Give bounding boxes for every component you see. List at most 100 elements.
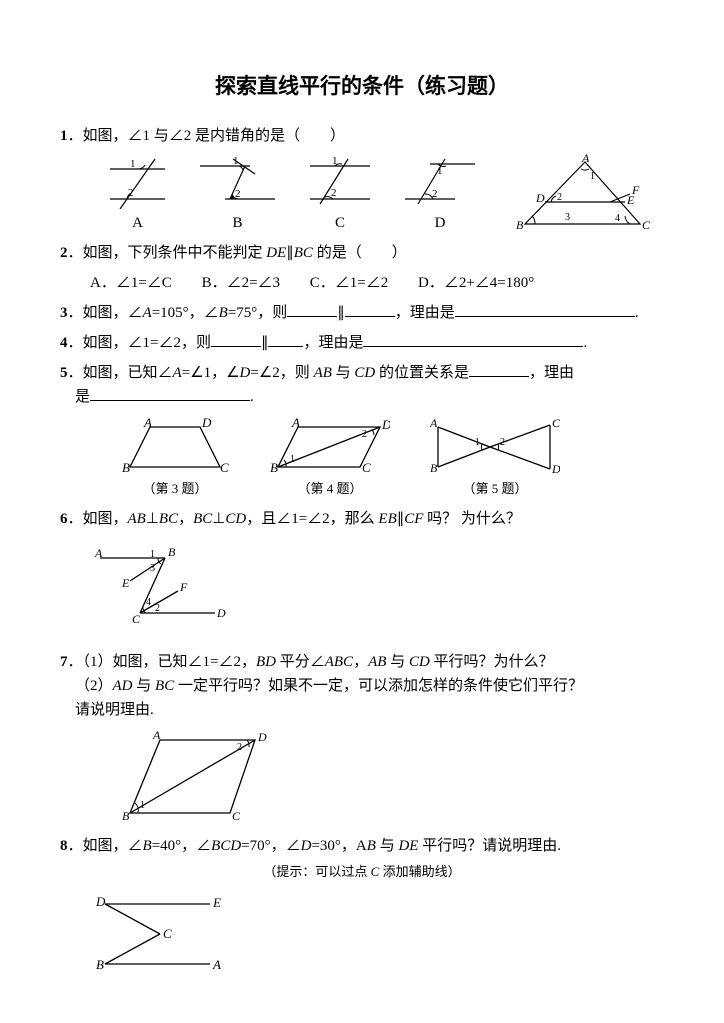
q7-t1: ．（1）如图，已知∠1=∠2，	[68, 654, 256, 670]
q8-DE: DE	[398, 838, 418, 854]
q1-fig-d: 1 2 D	[400, 154, 480, 235]
q8-t5: 与	[376, 838, 399, 854]
q8-t2: =40°，∠	[152, 838, 211, 854]
q7-t5: 平行吗？为什么？	[430, 654, 554, 670]
q7-t4: 与	[386, 654, 409, 670]
q8-B: B	[143, 838, 152, 854]
q2-figure: A B C D E F 1 2 3 4	[510, 154, 650, 234]
q6-BC2: BC	[193, 511, 212, 527]
q2-num: 2	[60, 245, 68, 261]
q2-opt-c: C．∠1=∠2	[310, 271, 388, 295]
q1-text: ．如图，∠1 与∠2 是内错角的是（ ）	[68, 128, 346, 144]
svg-text:1: 1	[475, 437, 480, 448]
svg-text:B: B	[122, 460, 130, 475]
q6-num: 6	[60, 511, 68, 527]
q6-t2: ，	[178, 511, 193, 527]
q5-t4: 与	[332, 365, 355, 381]
q5-A: A	[173, 365, 182, 381]
svg-text:1: 1	[233, 155, 239, 167]
svg-text:2: 2	[557, 192, 562, 203]
svg-text:1: 1	[130, 158, 136, 170]
q1-label-c: C	[300, 211, 380, 235]
q5-t1: ．如图，已知∠	[68, 365, 173, 381]
svg-text:A: A	[94, 546, 103, 560]
caption-q5: （第 5 题）	[430, 479, 560, 500]
q3-blank3[interactable]	[455, 301, 635, 317]
svg-text:D: D	[216, 606, 226, 620]
svg-text:D: D	[381, 417, 390, 432]
q6-CF: CF	[404, 511, 423, 527]
q1-label-b: B	[195, 211, 280, 235]
q7-ABC: ABC	[325, 654, 353, 670]
q5-t3: =∠2，则	[250, 365, 313, 381]
question-3: 3．如图，∠A=105°，∠B=75°，则∥，理由是.	[60, 301, 664, 325]
fig-q5: A B C D 1 2 （第 5 题）	[430, 417, 560, 500]
q8-hint1: （提示：可以过点	[263, 864, 370, 879]
q7-t3: ，	[353, 654, 368, 670]
caption-q3: （第 3 题）	[120, 479, 230, 500]
figs-345: A D B C （第 3 题） A D B C 1 2 （第 4 题）	[120, 417, 664, 500]
q4-blank2[interactable]	[268, 331, 303, 347]
svg-text:D: D	[201, 417, 212, 430]
q5-blank2[interactable]	[90, 385, 250, 401]
q5-t7: 是	[75, 389, 90, 405]
question-1: 1．如图，∠1 与∠2 是内错角的是（ ）	[60, 124, 664, 148]
q4-blank1[interactable]	[211, 331, 261, 347]
q7-AD: AD	[113, 678, 133, 694]
svg-text:C: C	[232, 809, 241, 823]
q1-num: 1	[60, 128, 68, 144]
q7-BC: BC	[155, 678, 174, 694]
q1-figures-row: 1 2 A 1 2 B	[100, 154, 664, 235]
q4-blank3[interactable]	[363, 331, 583, 347]
q7-l2a: （2）	[75, 678, 113, 694]
q8-BCD: BCD	[211, 838, 241, 854]
svg-text:C: C	[642, 218, 650, 232]
svg-text:C: C	[163, 926, 172, 941]
q7-l3: 请说明理由.	[75, 702, 154, 718]
question-2: 2．如图，下列条件中不能判定 DE∥BC 的是（ ）	[60, 241, 664, 265]
svg-text:A: A	[212, 957, 221, 972]
q6-t3: ，且∠1=∠2，那么	[246, 511, 378, 527]
q6-CD: CD	[225, 511, 246, 527]
svg-text:A: A	[152, 728, 161, 742]
q3-num: 3	[60, 305, 68, 321]
q5-t2: =∠1，∠	[182, 365, 240, 381]
svg-text:D: D	[257, 730, 267, 744]
q3-B: B	[219, 305, 228, 321]
svg-text:4: 4	[146, 597, 151, 608]
svg-text:A: A	[430, 417, 438, 430]
q4-t2: ，理由是	[303, 335, 363, 351]
fig-q6: A B C D E F 1 3 4 2	[90, 543, 664, 638]
q5-num: 5	[60, 365, 68, 381]
svg-text:3: 3	[150, 563, 155, 574]
fig-q4: A D B C 1 2 （第 4 题）	[270, 417, 390, 500]
q3-par: ∥	[337, 305, 345, 321]
q3-t1: ．如图，∠	[68, 305, 143, 321]
q4-t1: ．如图，∠1=∠2，则	[68, 335, 211, 351]
question-7: 7．（1）如图，已知∠1=∠2，BD 平分∠ABC，AB 与 CD 平行吗？为什…	[60, 650, 664, 722]
q3-blank2[interactable]	[345, 301, 395, 317]
q5-t8: .	[250, 389, 254, 405]
q3-blank1[interactable]	[287, 301, 337, 317]
svg-text:F: F	[179, 580, 188, 594]
svg-text:1: 1	[590, 171, 595, 182]
q7-AB: AB	[368, 654, 386, 670]
q1-fig-c: 1 2 C	[300, 154, 380, 235]
q4-t3: .	[583, 335, 587, 351]
q2-de: DE	[266, 245, 286, 261]
q7-num: 7	[60, 654, 68, 670]
q8-t3: =70°，∠	[241, 838, 300, 854]
q3-t5: .	[635, 305, 639, 321]
svg-text:2: 2	[500, 437, 505, 448]
q5-blank1[interactable]	[469, 361, 529, 377]
q6-t1: ．如图，	[68, 511, 128, 527]
q1-fig-a: 1 2 A	[100, 154, 175, 235]
svg-text:D: D	[535, 191, 545, 205]
svg-text:A: A	[291, 417, 300, 430]
svg-text:3: 3	[565, 212, 570, 223]
question-5: 5．如图，已知∠A=∠1，∠D=∠2，则 AB 与 CD 的位置关系是，理由 是…	[60, 361, 664, 409]
q6-EB: EB	[378, 511, 396, 527]
svg-text:E: E	[212, 895, 221, 910]
q5-D: D	[240, 365, 251, 381]
svg-text:C: C	[220, 460, 229, 475]
